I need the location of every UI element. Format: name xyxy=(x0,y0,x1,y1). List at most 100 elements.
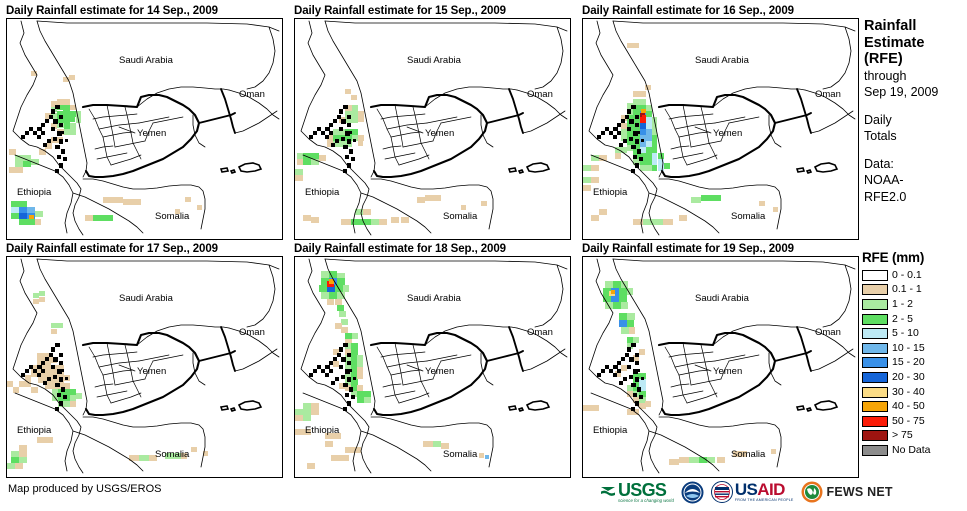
rainfall-cell xyxy=(329,271,337,278)
legend-label: No Data xyxy=(892,443,931,456)
map-credit: Map produced by USGS/EROS xyxy=(8,483,162,495)
rainfall-cell xyxy=(364,391,371,397)
rainfall-cell xyxy=(627,133,633,139)
legend-row: 30 - 40 xyxy=(862,385,966,400)
rainfall-raster xyxy=(583,281,776,465)
terrain-cell xyxy=(343,169,347,173)
rainfall-cell xyxy=(70,111,76,117)
map-frame[interactable]: Saudi Arabia Oman Yemen Ethiopia Somalia xyxy=(294,256,571,478)
rainfall-cell xyxy=(52,371,58,377)
socotra-island xyxy=(237,400,263,411)
rainfall-cell xyxy=(627,288,633,295)
terrain-cell xyxy=(317,127,321,131)
socotra-island xyxy=(517,169,525,174)
socotra-island xyxy=(805,407,813,412)
map-frame[interactable]: Saudi Arabia Oman Yemen Ethiopia Somalia xyxy=(294,18,571,240)
terrain-cell xyxy=(59,139,63,144)
rainfall-cell xyxy=(11,451,19,457)
map-frame[interactable]: Saudi Arabia Oman Yemen Ethiopia Somalia xyxy=(6,256,283,478)
rainfall-cell xyxy=(185,197,191,202)
rainfall-cell xyxy=(339,383,345,389)
rainfall-cell xyxy=(329,279,334,284)
noaa-logo[interactable] xyxy=(681,481,704,504)
rainfall-cell xyxy=(639,379,646,385)
rainfall-cell xyxy=(646,159,652,165)
usaid-logo[interactable]: USAID FROM THE AMERICAN PEOPLE xyxy=(710,481,794,503)
rainfall-cell xyxy=(295,429,303,435)
usgs-logo[interactable]: USGS science for a changing world xyxy=(600,481,674,503)
rainfall-cell xyxy=(113,197,123,203)
rainfall-cell xyxy=(364,397,371,403)
terrain-cell xyxy=(59,353,63,357)
rainfall-cell xyxy=(371,219,379,225)
rainfall-cell xyxy=(191,447,197,452)
terrain-cell xyxy=(329,361,333,365)
map-frame[interactable]: Saudi Arabia Oman Yemen Ethiopia Somalia xyxy=(582,18,859,240)
rainfall-cell xyxy=(303,409,311,415)
rainfall-cell xyxy=(633,159,640,165)
rainfall-cell xyxy=(64,401,70,407)
fews-net-logo[interactable]: FEWS NET xyxy=(801,481,893,503)
terrain-cell xyxy=(41,369,45,373)
rainfall-cell xyxy=(633,117,640,123)
rainfall-cell xyxy=(652,141,657,147)
rainfall-cell xyxy=(773,207,778,212)
map-frame[interactable]: Saudi Arabia Oman Yemen Ethiopia Somalia xyxy=(6,18,283,240)
terrain-cell xyxy=(329,369,333,373)
terrain-cell xyxy=(331,143,335,147)
rainfall-cell xyxy=(70,123,76,129)
rainfall-cell xyxy=(658,165,664,171)
info-data-line-3: RFE2.0 xyxy=(864,189,907,204)
rainfall-cell xyxy=(646,123,652,129)
rainfall-cell xyxy=(339,141,345,147)
rainfall-cell xyxy=(664,163,670,169)
rainfall-cell xyxy=(658,153,664,159)
rainfall-cell xyxy=(646,153,652,159)
label-ethiopia: Ethiopia xyxy=(593,425,628,436)
terrain-cell xyxy=(629,375,633,379)
label-ethiopia: Ethiopia xyxy=(17,187,52,198)
terrain-cell xyxy=(609,131,613,135)
info-spacer xyxy=(864,101,964,112)
rainfall-cell xyxy=(197,205,202,210)
terrain-cell xyxy=(325,127,330,131)
label-ethiopia: Ethiopia xyxy=(593,187,628,198)
legend-swatch xyxy=(862,415,888,427)
rainfall-cell xyxy=(627,313,635,320)
terrain-cell xyxy=(347,123,351,127)
map-frame[interactable]: Saudi Arabia Oman Yemen Ethiopia Somalia xyxy=(582,256,859,478)
label-saudi-arabia: Saudi Arabia xyxy=(119,293,174,304)
label-oman: Oman xyxy=(815,327,841,338)
rainfall-cell xyxy=(358,117,364,122)
rainfall-cell xyxy=(45,365,52,371)
label-yemen: Yemen xyxy=(425,366,454,377)
panel-title: Daily Rainfall estimate for 19 Sep., 200… xyxy=(582,243,794,255)
terrain-cell xyxy=(317,365,321,369)
rainfall-cell xyxy=(333,433,341,439)
rainfall-cell xyxy=(633,43,639,48)
rainfall-cell xyxy=(70,129,76,135)
rainfall-cell xyxy=(481,201,487,206)
terrain-cell xyxy=(321,369,325,373)
rainfall-cell xyxy=(621,147,627,153)
rainfall-cell xyxy=(423,441,433,447)
terrain-cell xyxy=(335,377,339,381)
terrain-cell xyxy=(341,137,345,141)
rainfall-cell xyxy=(646,147,652,153)
rainfall-cell xyxy=(699,457,707,463)
terrain-cell xyxy=(61,149,65,154)
terrain-cell xyxy=(313,131,317,135)
rainfall-cell xyxy=(633,99,640,105)
terrain-cell xyxy=(57,155,61,159)
rainfall-cell xyxy=(337,273,345,280)
legend-swatch xyxy=(862,284,888,296)
rainfall-cell xyxy=(327,135,333,141)
terrain-cell xyxy=(349,387,353,392)
rainfall-cell xyxy=(321,271,329,278)
socotra-island xyxy=(507,405,518,411)
terrain-cell xyxy=(351,157,355,161)
rainfall-cell xyxy=(103,215,113,221)
rainfall-cell xyxy=(123,199,133,205)
rainfall-cell xyxy=(640,159,646,165)
